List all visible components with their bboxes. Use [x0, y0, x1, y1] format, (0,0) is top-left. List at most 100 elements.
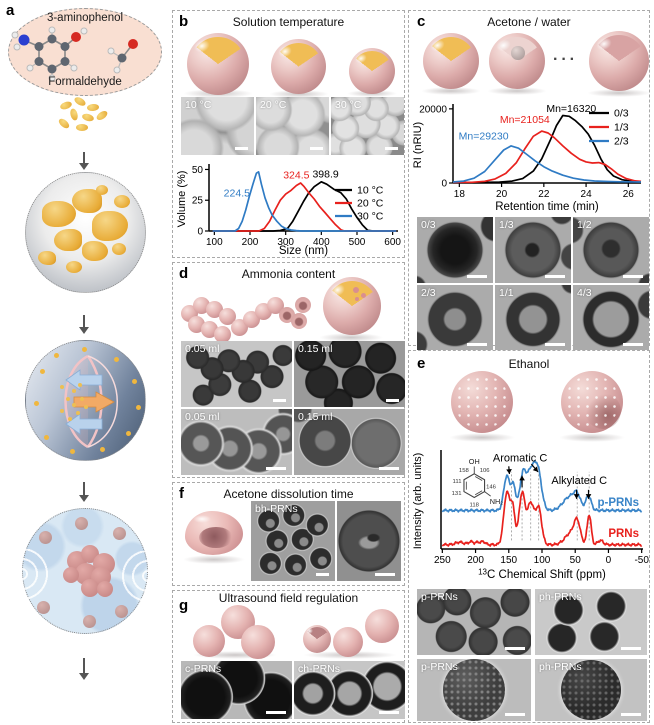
svg-text:13C Chemical Shift (ppm): 13C Chemical Shift (ppm) [478, 568, 606, 582]
monomer-dot [34, 401, 39, 406]
tem-label: bh-PRNs [255, 503, 298, 515]
svg-text:Intensity (arb. units): Intensity (arb. units) [412, 453, 424, 550]
panel-label-c: c [417, 13, 426, 30]
aggregate-particle [81, 579, 99, 597]
sem-image-30c: 30 °C [331, 97, 404, 155]
polymer-blob [82, 241, 108, 261]
aggregate-particle [97, 581, 113, 597]
sphere-shadow [183, 555, 245, 564]
flow-arrow [79, 152, 89, 170]
deflation-inflation-sphere [25, 340, 146, 461]
reactant1-label: 3-aminophenol [46, 12, 124, 24]
svg-text:50: 50 [192, 165, 204, 176]
satellite-particle [37, 601, 50, 614]
pink-sphere [241, 625, 275, 659]
particle-chain-illustration [181, 283, 313, 343]
scale-bar [467, 274, 487, 278]
pore [361, 293, 367, 299]
hollow-pink-sphere [291, 313, 307, 329]
pink-sphere [219, 308, 236, 325]
ellipsis: ··· [553, 51, 578, 68]
seed [95, 109, 109, 122]
hollow-pink-sphere [295, 297, 311, 313]
svg-text:30 °C: 30 °C [357, 211, 384, 223]
monomer-dot [84, 405, 88, 409]
panel-label-e: e [417, 355, 426, 372]
svg-text:22: 22 [538, 189, 550, 200]
panel-c: c Acetone / water ··· 18 20 22 24 26 0 20000 Mn… [408, 10, 651, 351]
sem-image-20c: 20 °C [256, 97, 329, 155]
monomer-dot [68, 417, 72, 421]
polymer-blob [54, 229, 82, 251]
seed [73, 95, 87, 108]
pink-sphere [333, 627, 363, 657]
svg-text:Mn=21054: Mn=21054 [500, 114, 550, 126]
panel-d: d Ammonia content 0.05 ml [172, 262, 405, 478]
shift-106: 106 [480, 468, 491, 474]
tem-label: 1/1 [499, 287, 514, 299]
tem-label: 0.05 ml [185, 411, 220, 423]
monomer-dot [76, 411, 80, 415]
seed [76, 124, 88, 131]
bowl-shaped-particle-illustration [185, 511, 243, 555]
polymer-blob [38, 251, 56, 265]
aggregate-particle [63, 567, 79, 583]
scale-bar [545, 274, 565, 278]
scale-bar [266, 710, 286, 714]
monomer-dot [100, 447, 105, 452]
seed [69, 107, 79, 122]
sphere-shadow [319, 333, 383, 342]
svg-text:50: 50 [570, 555, 582, 566]
svg-text:0: 0 [441, 179, 447, 190]
scale-bar [621, 646, 641, 650]
sem-label: 10 °C [185, 99, 212, 111]
tem-label: 1/3 [499, 219, 514, 231]
panel-e: e Ethanol 250 200 150 100 50 0 -50 Aromatic C Al… [408, 350, 650, 723]
polymer-blob [92, 211, 128, 241]
svg-text:20000: 20000 [419, 104, 447, 115]
panel-label-f: f [179, 485, 184, 502]
panel-label-a: a [6, 2, 15, 19]
monomer-dot [80, 397, 84, 401]
tem-image-2-3: 2/3 [417, 285, 493, 351]
tem-image-ph-prns-zoom: ph-PRNs [535, 659, 647, 721]
svg-text:150: 150 [500, 555, 517, 566]
svg-text:PRNs: PRNs [608, 528, 639, 540]
shift-146: 146 [486, 484, 497, 490]
scale-bar [386, 399, 399, 402]
tem-image-p-prns-zoom: p-PRNs [417, 659, 531, 721]
monomer-dot [60, 409, 64, 413]
tem-label: 0.15 ml [298, 411, 333, 423]
porous-particle [443, 659, 505, 721]
growth-sphere [25, 172, 146, 293]
svg-text:0: 0 [606, 555, 612, 566]
panel-e-title: Ethanol [508, 357, 550, 371]
svg-text:600: 600 [384, 237, 401, 248]
pink-sphere [201, 321, 218, 338]
svg-text:300: 300 [277, 237, 294, 248]
sphere-shadow [421, 87, 481, 95]
tem-label: 1/2 [577, 219, 592, 231]
core-shell-sphere-small [349, 48, 395, 94]
tem-label: 0.05 ml [185, 343, 220, 355]
svg-text:0: 0 [197, 227, 203, 238]
porous-particle [561, 660, 621, 720]
svg-text:18: 18 [454, 189, 466, 200]
svg-text:20: 20 [496, 189, 508, 200]
tem-image-c-prns: c-PRNs [181, 661, 292, 719]
deflation-inflation-graphic [64, 354, 118, 449]
nmr-molecule-inset: OH 158 106 111 131 118 146 NH₂ [452, 457, 504, 509]
tem-label: p-PRNs [421, 661, 458, 673]
tem-label: ph-PRNs [539, 591, 582, 603]
svg-text:0/3: 0/3 [614, 108, 629, 120]
pore [353, 287, 360, 294]
oh-label: OH [469, 457, 480, 466]
nmr-chart: 250 200 150 100 50 0 -50 Aromatic C Alkylated C p… [412, 450, 649, 582]
svg-text:398.9: 398.9 [312, 168, 338, 180]
scale-bar [379, 466, 399, 470]
svg-text:1/3: 1/3 [614, 122, 629, 134]
scale-bar [621, 712, 641, 716]
scale-bar [266, 466, 286, 470]
scale-bar [545, 342, 565, 346]
scale-bar [467, 342, 487, 346]
